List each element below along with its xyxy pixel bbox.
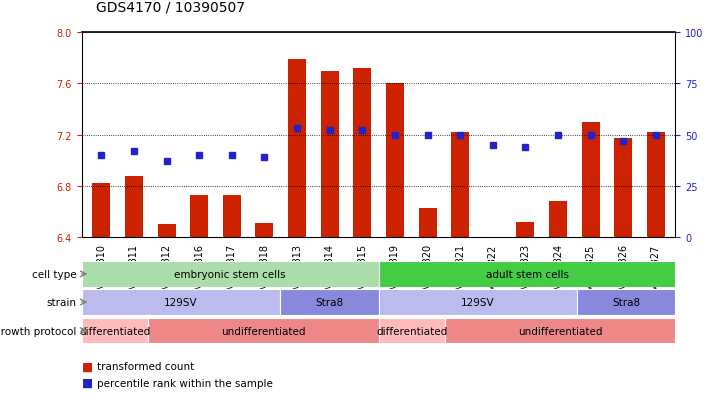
Bar bbox=[82, 261, 378, 287]
Bar bbox=[82, 290, 279, 315]
Text: percentile rank within the sample: percentile rank within the sample bbox=[97, 378, 273, 388]
Text: growth protocol: growth protocol bbox=[0, 326, 77, 336]
Bar bbox=[223, 195, 241, 237]
Bar bbox=[148, 318, 378, 344]
Text: undifferentiated: undifferentiated bbox=[221, 326, 306, 336]
Bar bbox=[614, 139, 632, 237]
Bar bbox=[378, 290, 577, 315]
Bar bbox=[158, 225, 176, 237]
Bar bbox=[419, 208, 437, 237]
Text: transformed count: transformed count bbox=[97, 361, 195, 371]
Text: differentiated: differentiated bbox=[376, 326, 447, 336]
Bar bbox=[386, 84, 404, 237]
Bar bbox=[549, 202, 567, 237]
Text: differentiated: differentiated bbox=[79, 326, 150, 336]
Text: Stra8: Stra8 bbox=[612, 297, 640, 307]
Bar bbox=[321, 71, 338, 237]
Bar bbox=[582, 123, 599, 237]
Bar bbox=[255, 223, 274, 237]
Bar bbox=[444, 318, 675, 344]
Text: Stra8: Stra8 bbox=[315, 297, 343, 307]
Bar bbox=[647, 133, 665, 237]
Bar bbox=[125, 176, 143, 237]
Bar bbox=[516, 222, 535, 237]
Text: embryonic stem cells: embryonic stem cells bbox=[174, 269, 286, 279]
Bar bbox=[353, 69, 371, 237]
Text: strain: strain bbox=[47, 297, 77, 307]
Bar bbox=[378, 261, 675, 287]
Text: adult stem cells: adult stem cells bbox=[486, 269, 569, 279]
Bar bbox=[483, 237, 502, 240]
Text: cell type: cell type bbox=[32, 269, 77, 279]
Bar bbox=[279, 290, 378, 315]
Text: ■: ■ bbox=[82, 376, 93, 389]
Bar bbox=[92, 184, 110, 237]
Text: GDS4170 / 10390507: GDS4170 / 10390507 bbox=[96, 0, 245, 14]
Bar bbox=[451, 133, 469, 237]
Text: 129SV: 129SV bbox=[164, 297, 198, 307]
Bar bbox=[378, 318, 444, 344]
Bar bbox=[191, 195, 208, 237]
Text: undifferentiated: undifferentiated bbox=[518, 326, 602, 336]
Text: ■: ■ bbox=[82, 360, 93, 373]
Bar bbox=[577, 290, 675, 315]
Bar bbox=[82, 318, 148, 344]
Bar bbox=[288, 60, 306, 237]
Text: 129SV: 129SV bbox=[461, 297, 494, 307]
